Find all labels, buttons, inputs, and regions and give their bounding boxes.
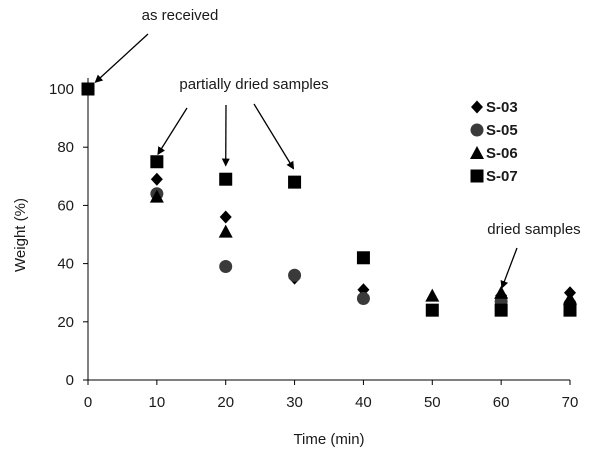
legend-marker-s-06 [470, 146, 484, 159]
data-point-s-05 [356, 292, 370, 306]
y-tick-label: 20 [57, 314, 74, 331]
legend-marker-s-05 [470, 123, 484, 137]
data-point-s-07 [81, 82, 95, 96]
data-point-s-05 [288, 268, 302, 282]
annotations: as received partially dried samples dried … [94, 7, 581, 289]
data-point-s-07 [288, 175, 302, 189]
data-point-s-07 [356, 251, 370, 265]
annotation-as-received: as received [94, 7, 219, 83]
annotation-arrow [94, 33, 149, 83]
annotation-arrow [253, 103, 295, 170]
x-tick-label: 70 [562, 394, 579, 411]
annotation-label: dried samples [487, 221, 580, 238]
legend-label-s-05: S-05 [486, 122, 518, 139]
legend-marker-s-03 [471, 100, 483, 114]
data-point-s-06 [494, 285, 509, 299]
data-point-s-03 [219, 210, 232, 224]
series-s-06 [149, 189, 577, 305]
data-point-s-06 [149, 189, 164, 203]
data-point-s-07 [563, 303, 577, 317]
data-point-s-06 [218, 224, 233, 238]
annotation-label: as received [142, 7, 219, 24]
annotation-partially-dried: partially dried samples [157, 76, 329, 170]
legend: S-03 S-05 S-06 S-07 [470, 99, 518, 185]
data-point-s-06 [563, 291, 577, 305]
series-s-07 [81, 82, 577, 317]
x-axis-title: Time (min) [293, 431, 364, 448]
data-point-s-05 [219, 260, 233, 274]
series-s-05 [150, 187, 577, 311]
data-point-s-03 [150, 172, 163, 186]
legend-label-s-03: S-03 [486, 99, 518, 116]
x-tick-label: 10 [149, 394, 166, 411]
data-marks [81, 82, 577, 317]
data-point-s-07 [150, 155, 164, 169]
y-axis-title: Weight (%) [12, 198, 29, 272]
y-tick-label: 40 [57, 256, 74, 273]
data-point-s-07 [219, 172, 233, 186]
annotation-dried-samples: dried samples [487, 221, 581, 289]
annotation-arrow [157, 107, 188, 156]
x-tick-label: 30 [286, 394, 303, 411]
legend-label-s-06: S-06 [486, 145, 518, 162]
x-tick-label: 20 [217, 394, 234, 411]
data-point-s-06 [425, 288, 440, 302]
x-tick-label: 60 [493, 394, 510, 411]
y-tick-label: 80 [57, 139, 74, 156]
annotation-arrow [500, 247, 518, 289]
y-tick-label: 100 [49, 81, 74, 98]
data-point-s-07 [425, 303, 439, 317]
axes: 0 10 20 30 40 50 60 70 0 20 40 60 80 100 Time (min) Wei… [12, 78, 578, 448]
legend-label-s-07: S-07 [486, 168, 518, 185]
x-tick-label: 0 [84, 394, 92, 411]
x-tick-label: 40 [355, 394, 372, 411]
y-tick-label: 60 [57, 197, 74, 214]
data-point-s-07 [494, 303, 508, 317]
y-tick-label: 0 [66, 372, 74, 389]
legend-marker-s-07 [470, 169, 484, 183]
annotation-label: partially dried samples [179, 76, 328, 93]
x-tick-label: 50 [424, 394, 441, 411]
